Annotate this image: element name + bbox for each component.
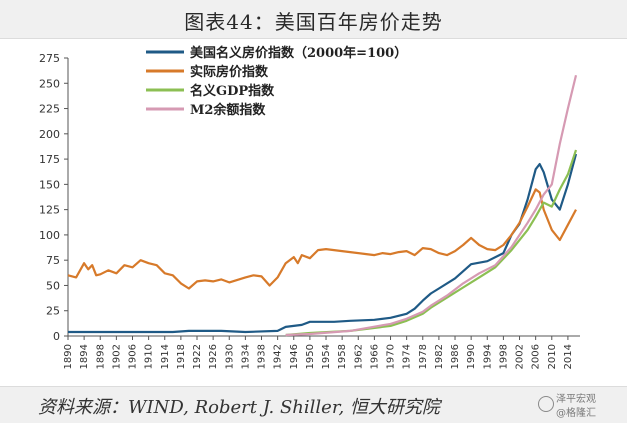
source-bar: 资料来源：WIND, Robert J. Shiller, 恒大研究院 — [0, 386, 627, 423]
x-tick-label: 1986 — [450, 344, 461, 369]
series-line-1 — [68, 153, 578, 334]
y-tick-label: 0 — [53, 330, 60, 343]
legend-label-3: 名义GDP指数 — [190, 83, 275, 99]
y-tick-label: 275 — [39, 52, 60, 65]
wechat-icon — [538, 396, 554, 412]
x-tick-label: 1946 — [289, 344, 300, 369]
x-tick-label: 1974 — [402, 344, 413, 369]
x-tick-label: 1942 — [273, 344, 284, 369]
y-tick-label: 75 — [46, 254, 60, 267]
x-tick-label: 1890 — [63, 344, 74, 369]
y-tick-label: 25 — [46, 305, 60, 318]
chart-title: 图表44：美国百年房价走势 — [184, 10, 443, 34]
x-tick-label: 1930 — [224, 344, 235, 369]
legend-label-1: 美国名义房价指数（2000年=100） — [190, 45, 407, 61]
legend-label-4: M2余额指数 — [190, 102, 266, 118]
watermark-line-1: 泽平宏观 — [556, 394, 596, 405]
series-line-2 — [67, 188, 577, 290]
x-tick-label: 1970 — [386, 344, 397, 369]
x-tick-label: 2014 — [563, 344, 574, 369]
x-tick-label: 1894 — [79, 344, 90, 369]
watermark: 泽平宏观 @格隆汇 — [538, 394, 622, 420]
x-tick-label: 1898 — [95, 344, 106, 369]
legend-label-2: 实际房价指数 — [190, 64, 269, 80]
watermark-line-2: @格隆汇 — [556, 408, 596, 419]
y-tick-label: 225 — [39, 103, 60, 116]
y-tick-label: 175 — [39, 153, 60, 166]
y-tick-label: 100 — [39, 229, 60, 242]
x-tick-label: 2002 — [515, 344, 526, 369]
x-tick-label: 1966 — [369, 344, 380, 369]
series-line-4 — [285, 74, 578, 337]
line-chart: 0 25 50 75 100 125 150 175 200 225 250 275 1890 1894 1… — [39, 45, 580, 369]
x-tick-label: 1938 — [257, 344, 268, 369]
y-tick-label: 50 — [46, 279, 60, 292]
x-tick-label: 1918 — [176, 344, 187, 369]
y-tick-label: 250 — [39, 77, 60, 90]
x-tick-label: 1998 — [498, 344, 509, 369]
x-tick-label: 1990 — [466, 344, 477, 369]
x-tick-label: 1958 — [337, 344, 348, 369]
x-tick-label: 1910 — [144, 344, 155, 369]
x-tick-label: 1950 — [305, 344, 316, 369]
x-tick-label: 1962 — [353, 344, 364, 369]
x-tick-label: 1906 — [128, 344, 139, 369]
y-tick-label: 200 — [39, 128, 60, 141]
x-tick-label: 1934 — [240, 344, 251, 369]
x-tick-label: 2006 — [531, 344, 542, 369]
x-tick-label: 1994 — [482, 344, 493, 369]
x-tick-label: 1982 — [434, 344, 445, 369]
x-tick-label: 1922 — [192, 344, 203, 369]
x-tick-label: 2010 — [547, 344, 558, 369]
x-tick-label: 1902 — [111, 344, 122, 369]
series-line-3 — [285, 149, 578, 337]
title-bar: 图表44：美国百年房价走势 — [0, 0, 627, 39]
x-tick-label: 1914 — [160, 344, 171, 369]
source-note: 资料来源：WIND, Robert J. Shiller, 恒大研究院 — [38, 397, 440, 418]
x-tick-label: 1954 — [321, 344, 332, 369]
y-tick-label: 125 — [39, 204, 60, 217]
x-tick-label: 1926 — [208, 344, 219, 369]
x-tick-label: 1978 — [418, 344, 429, 369]
y-tick-label: 150 — [39, 178, 60, 191]
